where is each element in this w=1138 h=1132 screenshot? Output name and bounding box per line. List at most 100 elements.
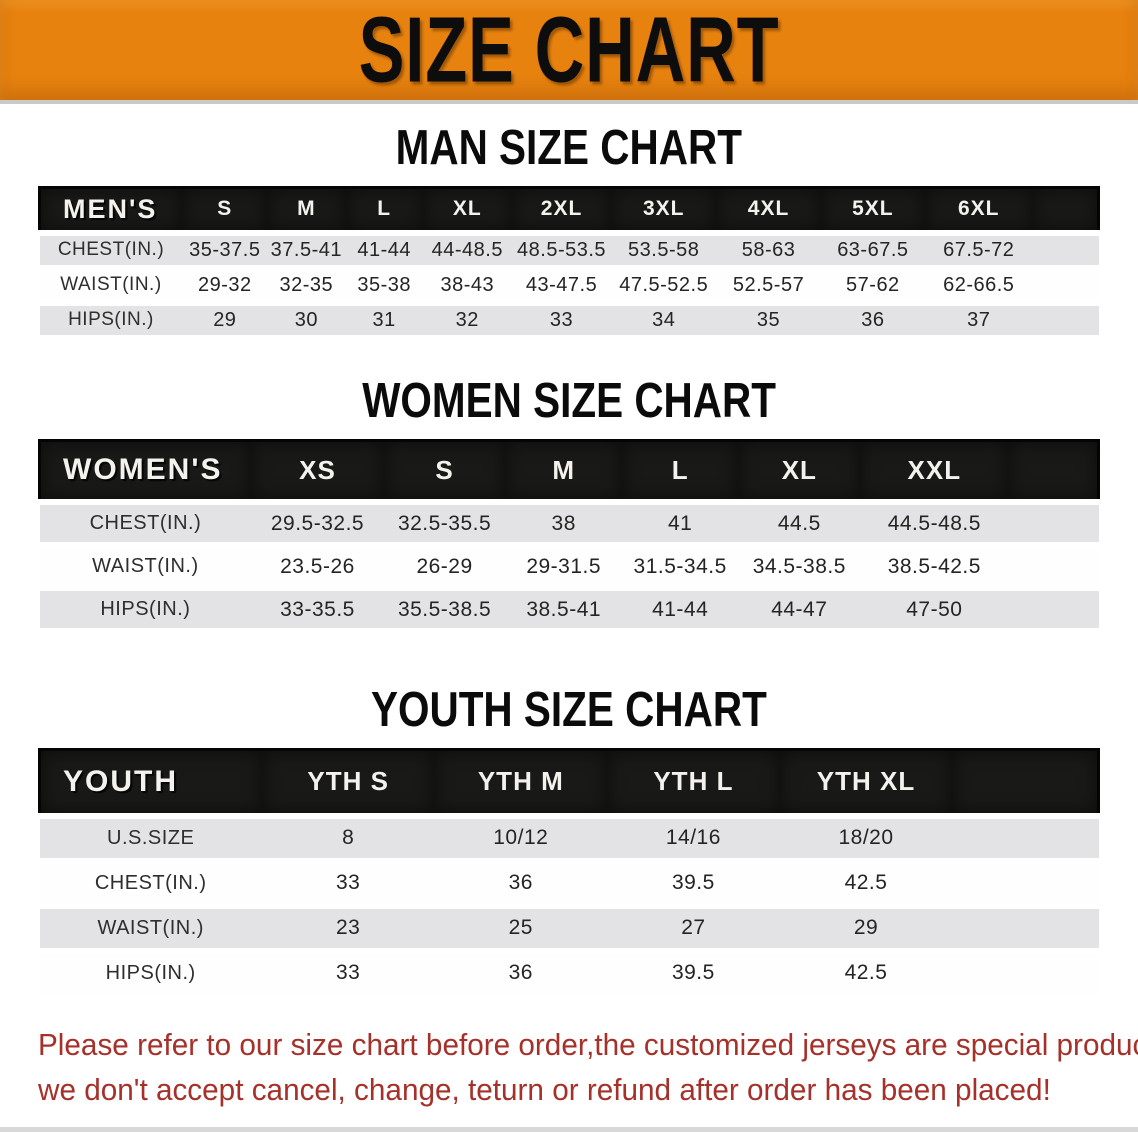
youth-size-header: YTH S bbox=[261, 748, 435, 817]
youth-size-header: YTH XL bbox=[779, 748, 953, 817]
youth-value-cell: 18/20 bbox=[838, 826, 894, 849]
women-value-cell: 31.5-34.5 bbox=[633, 554, 727, 578]
youth-header-spacer bbox=[952, 748, 1101, 817]
youth-value-cell: 23 bbox=[336, 916, 361, 939]
women-value-cell: 35.5-38.5 bbox=[397, 597, 492, 621]
men-value-cell: 67.5-72 bbox=[943, 238, 1015, 261]
women-size-header: S bbox=[383, 438, 506, 504]
women-table-label: WOMEN'S bbox=[38, 438, 252, 504]
women-value-cell: 34.5-38.5 bbox=[752, 554, 846, 578]
men-size-header: 3XL bbox=[611, 186, 717, 234]
men-value-cell: 35-37.5 bbox=[189, 238, 261, 261]
youth-value-cell: 39.5 bbox=[671, 871, 715, 894]
youth-row-spacer bbox=[952, 906, 1098, 951]
order-disclaimer: Please refer to our size chart before or… bbox=[38, 1023, 1138, 1113]
men-row-spacer bbox=[1033, 303, 1099, 338]
youth-value-cell: 8 bbox=[342, 826, 355, 849]
women-size-header: XXL bbox=[860, 438, 1009, 504]
women-value-cell: 38 bbox=[551, 511, 576, 535]
men-value-cell: 62-66.5 bbox=[943, 273, 1015, 296]
women-size-header: XL bbox=[738, 438, 861, 504]
youth-row-spacer bbox=[952, 861, 1098, 906]
men-value-cell: 35 bbox=[756, 308, 781, 331]
men-size-header: 4XL bbox=[716, 186, 821, 234]
youth-value-cell: 36 bbox=[508, 871, 533, 894]
youth-table-label: YOUTH bbox=[37, 748, 262, 817]
men-size-header: L bbox=[345, 186, 423, 234]
youth-value-cell: 25 bbox=[508, 916, 533, 939]
men-value-cell: 33 bbox=[549, 308, 574, 331]
men-value-cell: 58-63 bbox=[741, 238, 796, 261]
men-measure-row: HIPS(IN.) 29 30 31 32 33 34 35 36 37 bbox=[39, 302, 1099, 338]
men-value-cell: 29-32 bbox=[197, 273, 252, 296]
women-size-header: L bbox=[621, 438, 739, 504]
youth-row-spacer bbox=[952, 951, 1098, 996]
men-value-cell: 32 bbox=[455, 308, 479, 331]
women-value-cell: 41 bbox=[668, 511, 693, 535]
men-measure-row: WAIST(IN.) 29-32 32-35 35-38 38-43 43-47.5 47.… bbox=[39, 267, 1099, 303]
men-value-cell: 35-38 bbox=[357, 273, 411, 296]
women-value-cell: 38.5-42.5 bbox=[887, 554, 981, 578]
youth-size-header: YTH M bbox=[434, 748, 608, 817]
men-value-cell: 57-62 bbox=[846, 273, 900, 296]
men-header-row: MEN'S S M L XL 2XL 3XL 4XL 5XL 6XL bbox=[38, 186, 1100, 234]
women-value-cell: 44.5 bbox=[777, 511, 821, 535]
youth-measure-row: U.S.SIZE 8 10/12 14/16 18/20 bbox=[39, 815, 1099, 861]
women-row-spacer bbox=[1008, 502, 1098, 545]
youth-value-cell: 36 bbox=[508, 961, 533, 984]
men-value-cell: 31 bbox=[372, 308, 396, 331]
women-row-label: CHEST(IN.) bbox=[89, 512, 202, 534]
men-size-header: 5XL bbox=[820, 186, 925, 234]
youth-row-label: U.S.SIZE bbox=[107, 826, 195, 849]
youth-measure-row: HIPS(IN.) 33 36 39.5 42.5 bbox=[39, 950, 1099, 996]
men-row-label: CHEST(IN.) bbox=[57, 239, 165, 260]
youth-value-cell: 14/16 bbox=[665, 826, 721, 849]
women-value-cell: 44-47 bbox=[771, 597, 828, 621]
youth-row-label: HIPS(IN.) bbox=[105, 961, 196, 984]
men-value-cell: 37 bbox=[967, 308, 991, 331]
men-value-cell: 36 bbox=[861, 308, 885, 331]
youth-value-cell: 39.5 bbox=[671, 961, 715, 984]
bottom-divider bbox=[0, 1127, 1138, 1132]
youth-row-spacer bbox=[952, 816, 1098, 861]
youth-size-header: YTH L bbox=[607, 748, 780, 817]
women-row-label: WAIST(IN.) bbox=[92, 555, 199, 577]
men-row-spacer bbox=[1033, 233, 1099, 268]
men-size-header: S bbox=[182, 186, 268, 234]
men-row-label: WAIST(IN.) bbox=[60, 274, 162, 295]
men-value-cell: 63-67.5 bbox=[837, 238, 909, 261]
women-value-cell: 47-50 bbox=[906, 597, 963, 621]
women-header-row: WOMEN'S XS S M L XL XXL bbox=[38, 438, 1101, 504]
men-measure-row: CHEST(IN.) 35-37.5 37.5-41 41-44 44-48.5 48.5… bbox=[39, 232, 1099, 268]
women-row-label: HIPS(IN.) bbox=[100, 598, 191, 620]
youth-value-cell: 27 bbox=[681, 916, 706, 939]
women-value-cell: 26-29 bbox=[416, 554, 473, 578]
women-value-cell: 29-31.5 bbox=[526, 554, 602, 578]
women-size-chart-title: WOMEN SIZE CHART bbox=[362, 371, 776, 428]
women-value-cell: 23.5-26 bbox=[280, 554, 355, 578]
men-value-cell: 44-48.5 bbox=[431, 238, 503, 261]
men-row-label: HIPS(IN.) bbox=[68, 309, 154, 330]
men-value-cell: 38-43 bbox=[440, 273, 495, 296]
men-value-cell: 29 bbox=[213, 308, 237, 331]
men-value-cell: 53.5-58 bbox=[628, 238, 700, 261]
women-value-cell: 38.5-41 bbox=[526, 597, 602, 621]
man-size-chart-title: MAN SIZE CHART bbox=[395, 119, 743, 175]
women-row-spacer bbox=[1008, 588, 1098, 631]
women-measure-row: HIPS(IN.) 33-35.5 35.5-38.5 38.5-41 41-44 44-… bbox=[39, 588, 1099, 631]
men-value-cell: 52.5-57 bbox=[732, 273, 805, 296]
youth-value-cell: 29 bbox=[853, 916, 879, 939]
youth-value-cell: 33 bbox=[336, 871, 361, 894]
women-measure-row: CHEST(IN.) 29.5-32.5 32.5-35.5 38 41 44.5 44.5… bbox=[39, 502, 1099, 545]
disclaimer-line-2: we don't accept cancel, change, teturn o… bbox=[38, 1073, 1051, 1107]
men-value-cell: 30 bbox=[294, 308, 318, 331]
youth-measure-row: CHEST(IN.) 33 36 39.5 42.5 bbox=[39, 860, 1099, 906]
size-chart-banner: SIZE CHART bbox=[0, 0, 1138, 104]
women-value-cell: 44.5-48.5 bbox=[887, 511, 981, 535]
women-value-cell: 41-44 bbox=[652, 597, 709, 621]
men-header-spacer bbox=[1032, 186, 1100, 234]
men-value-cell: 32-35 bbox=[279, 273, 334, 296]
youth-measure-row: WAIST(IN.) 23 25 27 29 bbox=[39, 905, 1099, 951]
men-size-header: 2XL bbox=[511, 186, 612, 234]
youth-row-label: WAIST(IN.) bbox=[97, 916, 204, 939]
